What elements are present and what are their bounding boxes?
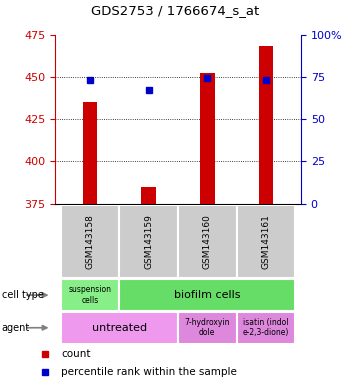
Bar (61, 279, 119, 311)
Bar (237, 205, 295, 278)
Text: GSM143159: GSM143159 (144, 215, 153, 269)
Text: cell type: cell type (2, 290, 44, 300)
Text: GDS2753 / 1766674_s_at: GDS2753 / 1766674_s_at (91, 4, 259, 17)
Bar (61, 205, 119, 278)
Bar (61, 312, 178, 344)
Text: percentile rank within the sample: percentile rank within the sample (61, 366, 237, 377)
Bar (237, 312, 295, 344)
Text: GSM143160: GSM143160 (203, 215, 212, 269)
Bar (119, 205, 178, 278)
Bar (178, 205, 237, 278)
Text: 7-hydroxyin
dole: 7-hydroxyin dole (184, 318, 230, 338)
Text: GSM143158: GSM143158 (86, 215, 94, 269)
Bar (200, 73, 215, 204)
Text: count: count (61, 349, 91, 359)
Bar (259, 46, 273, 204)
Bar (119, 279, 295, 311)
Text: agent: agent (2, 323, 30, 333)
Text: suspension
cells: suspension cells (69, 285, 112, 305)
Text: untreated: untreated (92, 323, 147, 333)
Text: isatin (indol
e-2,3-dione): isatin (indol e-2,3-dione) (243, 318, 289, 338)
Bar (141, 187, 156, 204)
Text: GSM143161: GSM143161 (261, 215, 270, 269)
Text: biofilm cells: biofilm cells (174, 290, 240, 300)
Bar (178, 312, 237, 344)
Bar (83, 102, 97, 204)
